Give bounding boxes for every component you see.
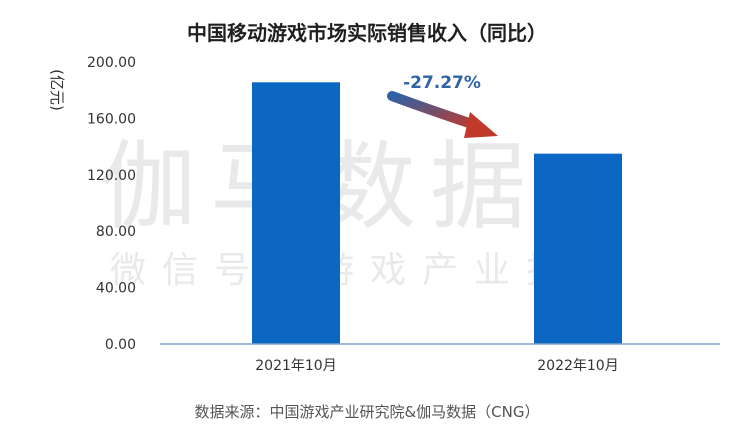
bar-2: [534, 153, 622, 344]
source-note: 数据来源：中国游戏产业研究院&伽马数据（CNG）: [194, 403, 539, 421]
y-tick-label: 80.00: [96, 224, 136, 240]
y-tick-label: 0.00: [105, 337, 136, 353]
category-label: 2021年10月: [255, 358, 336, 374]
bar-1: [252, 82, 340, 344]
change-arrow: [387, 91, 483, 131]
y-tick-label: 120.00: [87, 168, 136, 184]
change-annotation: -27.27%: [403, 73, 481, 93]
y-axis-label: (亿元): [48, 69, 66, 111]
chart-title: 中国移动游戏市场实际销售收入（同比）: [187, 21, 547, 45]
watermark-sub: 微信号：游戏产业报告: [110, 250, 630, 291]
change-arrow-head: [464, 112, 498, 138]
y-tick-label: 200.00: [87, 55, 136, 71]
y-tick-label: 40.00: [96, 281, 136, 297]
category-label: 2022年10月: [537, 358, 618, 374]
y-tick-label: 160.00: [87, 111, 136, 127]
